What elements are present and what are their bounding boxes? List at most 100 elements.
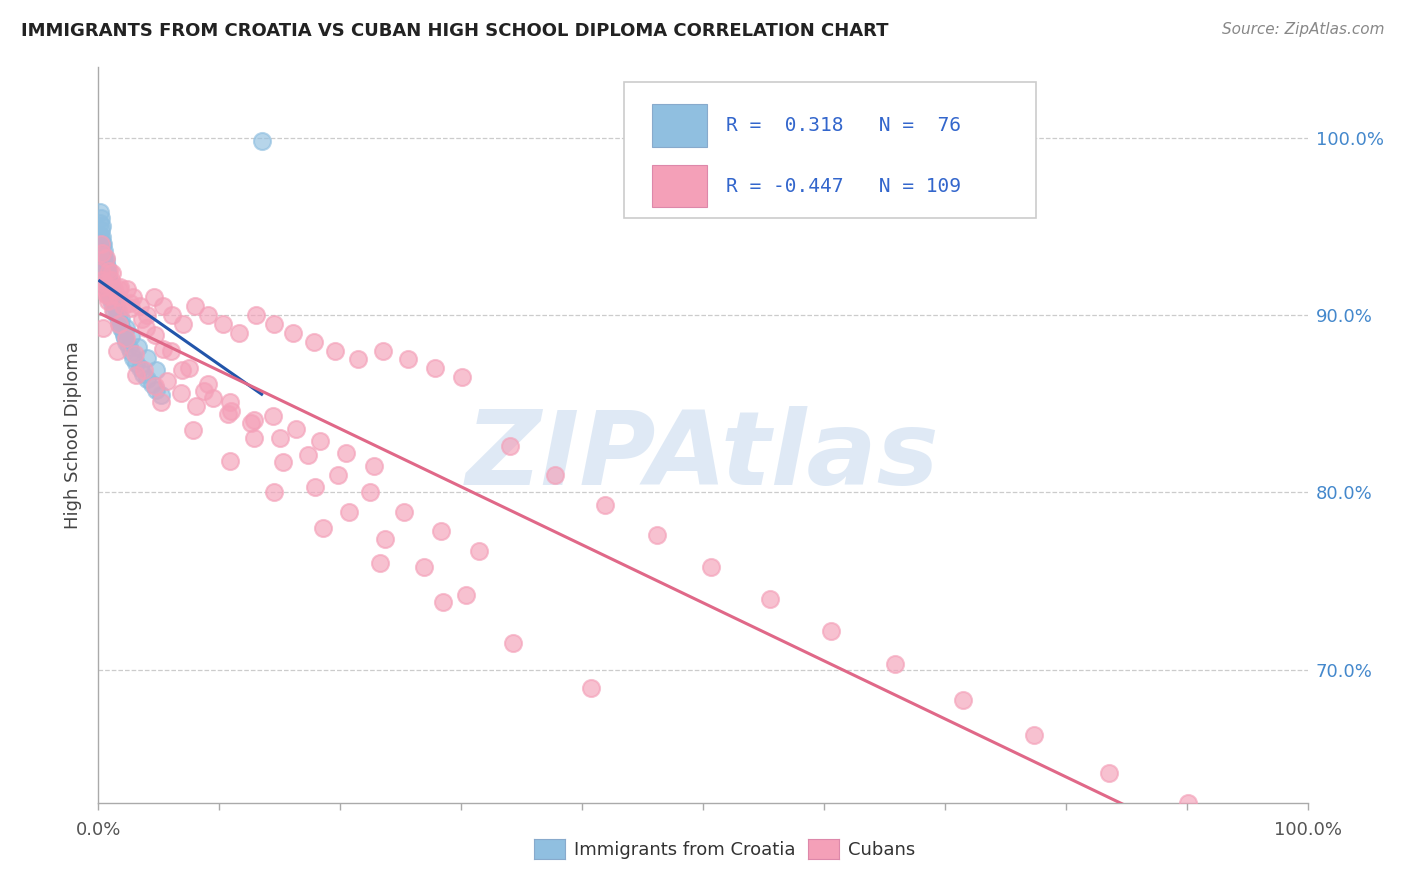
Point <box>118 295 141 310</box>
Point <box>115 331 138 345</box>
Bar <box>652 104 707 147</box>
Point <box>360 485 382 500</box>
Point <box>135 308 157 322</box>
Point <box>107 302 129 317</box>
Point <box>371 343 394 358</box>
Point <box>97 269 120 284</box>
Point <box>91 237 114 252</box>
Point <box>104 299 127 313</box>
Point <box>363 458 385 473</box>
Point <box>90 211 112 225</box>
Point <box>645 528 668 542</box>
Point <box>117 281 139 295</box>
Point <box>143 379 166 393</box>
Point <box>90 237 112 252</box>
Point <box>160 343 183 358</box>
Point <box>143 327 166 342</box>
Point <box>94 269 117 284</box>
Point <box>135 372 157 386</box>
Point <box>502 636 524 650</box>
Point <box>91 320 114 334</box>
Point <box>96 264 118 278</box>
Point <box>337 505 360 519</box>
Text: Cubans: Cubans <box>848 841 915 859</box>
Point <box>308 434 330 448</box>
Point <box>152 342 174 356</box>
Point <box>820 624 842 638</box>
Point <box>228 326 250 340</box>
Point <box>297 448 319 462</box>
Point <box>91 273 114 287</box>
Point <box>110 320 132 334</box>
Point <box>451 370 474 384</box>
Point <box>394 505 416 519</box>
Point <box>432 595 454 609</box>
Point <box>269 430 291 444</box>
Point <box>89 255 111 269</box>
Text: R = -0.447   N = 109: R = -0.447 N = 109 <box>725 177 960 195</box>
Text: IMMIGRANTS FROM CROATIA VS CUBAN HIGH SCHOOL DIPLOMA CORRELATION CHART: IMMIGRANTS FROM CROATIA VS CUBAN HIGH SC… <box>21 22 889 40</box>
Point <box>108 313 131 327</box>
Point <box>150 388 173 402</box>
Point <box>135 320 157 334</box>
Point <box>93 277 115 291</box>
Point <box>89 216 111 230</box>
Point <box>374 532 396 546</box>
Point <box>108 281 131 295</box>
Point <box>101 302 124 317</box>
Point <box>122 290 145 304</box>
Point <box>181 424 204 438</box>
Point <box>302 334 325 349</box>
Point <box>107 290 129 304</box>
Point <box>103 304 125 318</box>
Point <box>243 430 266 444</box>
Point <box>134 363 156 377</box>
Point <box>221 404 243 418</box>
Point <box>217 408 239 422</box>
Point <box>1098 765 1121 780</box>
Point <box>100 280 122 294</box>
Point <box>91 237 114 252</box>
Point <box>325 343 347 358</box>
Point <box>135 351 157 365</box>
Point <box>111 324 134 338</box>
Point <box>91 246 114 260</box>
Point <box>312 521 335 535</box>
Point <box>108 280 131 294</box>
Point <box>143 290 166 304</box>
Point <box>423 361 446 376</box>
Text: ZIPAtlas: ZIPAtlas <box>467 407 939 508</box>
Point <box>90 259 112 273</box>
Point <box>429 524 451 539</box>
Point <box>412 560 434 574</box>
Point <box>97 271 120 285</box>
Point <box>108 317 131 331</box>
Point <box>150 395 173 409</box>
Point <box>284 422 307 436</box>
Point <box>700 560 723 574</box>
Point <box>93 244 115 259</box>
Point <box>179 361 201 376</box>
Point <box>197 377 219 392</box>
Point <box>89 228 111 243</box>
Point <box>120 329 142 343</box>
Point <box>219 453 242 467</box>
Text: R =  0.318   N =  76: R = 0.318 N = 76 <box>725 116 960 136</box>
Point <box>250 134 273 148</box>
Point <box>347 352 370 367</box>
Point <box>115 320 138 334</box>
Point <box>124 347 146 361</box>
Point <box>127 340 149 354</box>
Point <box>1177 796 1199 810</box>
Point <box>91 262 114 277</box>
Point <box>91 219 114 234</box>
Point <box>122 351 145 365</box>
Point <box>169 386 191 401</box>
Point <box>107 310 129 324</box>
Point <box>98 286 121 301</box>
Point <box>131 311 153 326</box>
Point <box>100 285 122 299</box>
Point <box>91 259 114 273</box>
Point <box>89 205 111 219</box>
Point <box>544 467 567 482</box>
